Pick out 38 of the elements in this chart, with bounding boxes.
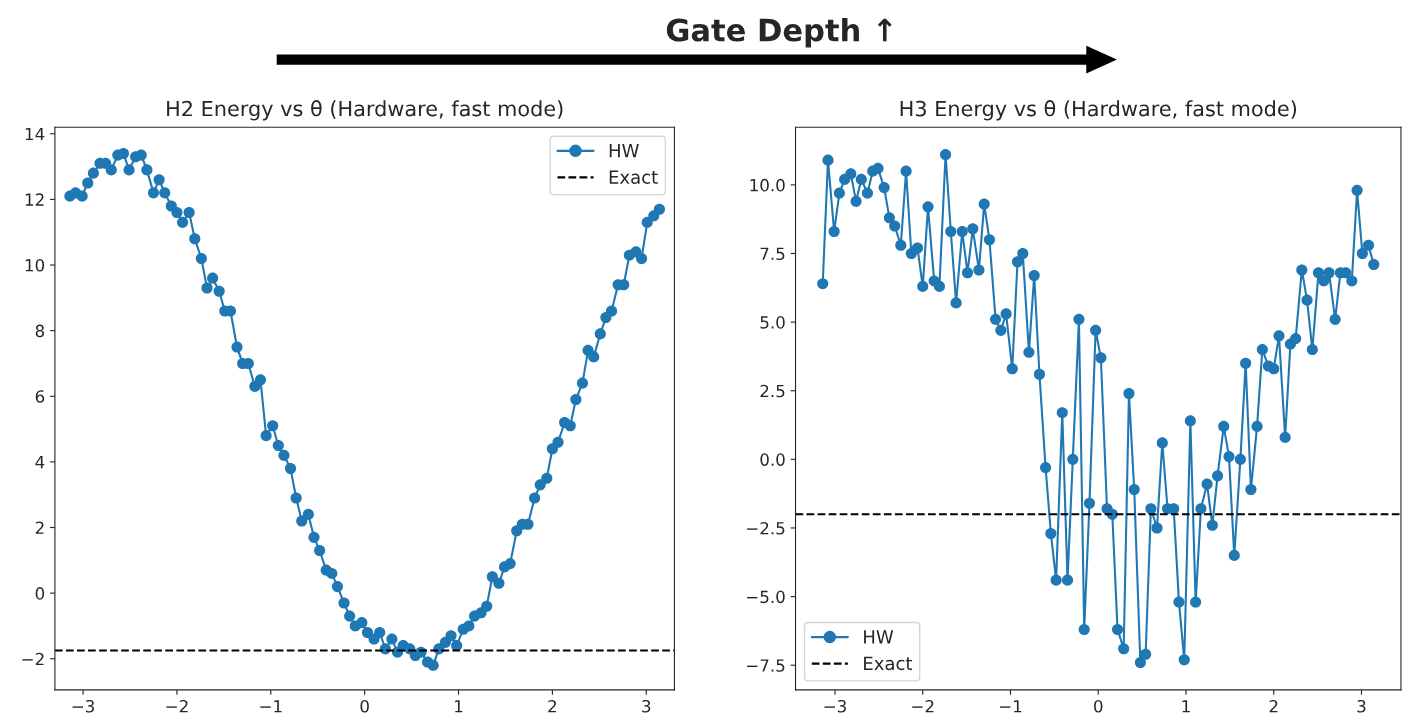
x-tick-label: −1 — [999, 700, 1022, 713]
x-tick-label: 3 — [1357, 699, 1366, 713]
y-tick-label: −5.0 — [747, 590, 785, 604]
x-tick-label: 2 — [1269, 699, 1278, 713]
legend-label: Exact — [864, 656, 913, 671]
y-tick-label: −2.5 — [747, 521, 785, 535]
y-tick-label: −2 — [22, 652, 44, 666]
y-tick-label: 10.0 — [750, 178, 785, 192]
x-tick-label: 1 — [1182, 700, 1190, 713]
x-tick-label: −3 — [824, 699, 846, 713]
y-tick-label: 8 — [35, 324, 45, 338]
x-tick-label: 1 — [455, 700, 463, 713]
chart-title: H3 Energy vs θ (Hardware, fast mode) — [900, 100, 1297, 121]
y-tick-label: 4 — [35, 456, 45, 469]
x-tick-label: −2 — [166, 699, 188, 713]
y-tick-label: 7.5 — [760, 247, 785, 261]
legend-label: HW — [864, 630, 894, 644]
x-tick-label: 3 — [642, 699, 651, 713]
y-tick-label: 0.0 — [760, 453, 785, 466]
y-tick-label: −7.5 — [747, 659, 785, 672]
y-tick-label: 5.0 — [760, 316, 785, 329]
x-tick-label: 0 — [1094, 699, 1103, 713]
y-tick-label: 2.5 — [760, 384, 785, 398]
y-tick-label: 10 — [25, 258, 45, 272]
x-tick-label: 2 — [548, 699, 557, 713]
x-tick-label: −1 — [260, 700, 282, 713]
legend-label: Exact — [609, 170, 658, 184]
legend-label: HW — [609, 144, 639, 158]
y-tick-label: 6 — [35, 390, 45, 403]
y-tick-label: 0 — [35, 587, 45, 600]
chart-title: H2 Energy vs θ (Hardware, fast mode) — [167, 100, 563, 121]
x-tick-label: −3 — [72, 699, 95, 713]
x-tick-label: 0 — [360, 699, 369, 713]
x-tick-label: −2 — [912, 699, 934, 713]
y-tick-label: 12 — [25, 193, 44, 206]
y-tick-label: 14 — [25, 127, 45, 141]
text: Gate Depth ↑ — [666, 17, 892, 48]
y-tick-label: 2 — [35, 521, 44, 534]
